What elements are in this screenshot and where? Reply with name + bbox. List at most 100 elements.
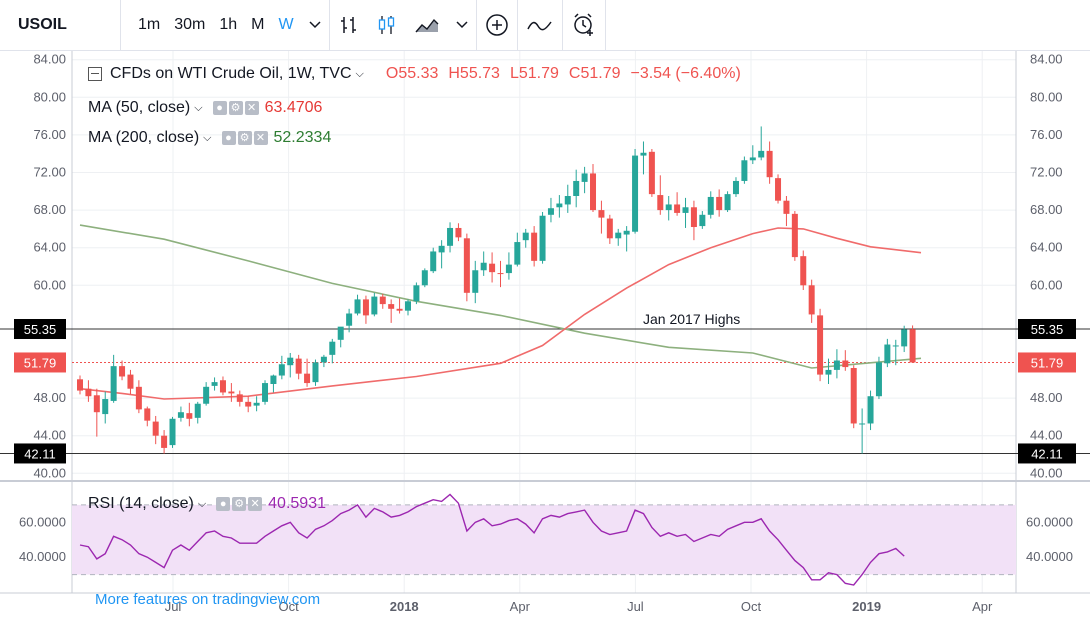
candle-body [859, 423, 866, 425]
candle-body [161, 435, 168, 448]
toolbar-divider [475, 0, 477, 50]
visibility-icon[interactable]: ● [221, 131, 236, 145]
settings-icon[interactable]: ⚙ [232, 497, 247, 511]
y-tick-label-right: 64.00 [1030, 240, 1063, 255]
candle-body [632, 155, 639, 232]
candle-body [110, 366, 117, 401]
symbol-label[interactable]: USOIL [18, 16, 67, 33]
ma50-legend: MA (50, close) ⌵ ● ⚙ ✕ 63.4706 [88, 99, 322, 117]
candle-body [203, 386, 210, 404]
level-badge-left [14, 443, 66, 464]
candle-body [623, 230, 630, 235]
high-value: H55.73 [448, 65, 500, 82]
candle-body [808, 285, 815, 315]
candle-body [732, 180, 739, 195]
chevron-down-icon[interactable] [301, 0, 329, 50]
collapse-icon[interactable] [88, 67, 102, 81]
candle-body [413, 285, 420, 302]
ma200-title[interactable]: MA (200, close) [88, 129, 200, 146]
chevron-down-icon[interactable]: ⌵ [197, 497, 207, 510]
candle-body [480, 262, 487, 271]
candle-body [842, 360, 849, 368]
candle-body [901, 329, 908, 347]
candle-body [396, 308, 403, 311]
x-tick-label: Jul [165, 599, 182, 614]
candle-body [875, 362, 882, 397]
series-title[interactable]: CFDs on WTI Crude Oil, 1W, TVC [110, 65, 352, 82]
candle-body [716, 196, 723, 211]
visibility-icon[interactable]: ● [212, 101, 227, 115]
candle-body [194, 403, 201, 418]
chevron-down-icon[interactable]: ⌵ [355, 67, 364, 80]
x-tick-label: Oct [278, 599, 299, 614]
chevron-down-icon[interactable]: ⌵ [194, 101, 203, 114]
add-compare-icon[interactable] [477, 0, 517, 50]
settings-icon[interactable]: ⚙ [237, 131, 252, 145]
candle-body [371, 296, 378, 315]
open-value: O55.33 [385, 65, 439, 82]
candle-body [388, 304, 395, 309]
candle-body [287, 357, 294, 366]
promo-link[interactable]: More features on tradingview.com [95, 591, 320, 608]
candle-body [665, 204, 672, 211]
indicators-icon[interactable] [518, 0, 562, 50]
promo-link-text[interactable]: More features on tradingview.com [95, 591, 321, 608]
rsi-value: 40.5931 [268, 495, 326, 512]
candle-body [295, 358, 302, 374]
candle-style-icon[interactable] [368, 0, 406, 50]
remove-icon[interactable]: ✕ [244, 101, 259, 115]
candle-body [648, 151, 655, 195]
candle-body [337, 326, 344, 340]
candle-body [783, 200, 790, 214]
candle-body [362, 299, 369, 316]
ma200-value: 52.2334 [273, 129, 332, 146]
change-value: −3.54 (−6.40%) [630, 65, 741, 82]
candle-body [253, 402, 260, 406]
candle-body [135, 386, 142, 410]
candle-body [867, 396, 874, 424]
remove-icon[interactable]: ✕ [248, 497, 263, 511]
candle-body [800, 256, 807, 286]
alert-icon[interactable] [563, 0, 605, 50]
y-tick-label-left: 72.00 [33, 165, 66, 180]
candle-body [169, 418, 176, 446]
interval-month-button[interactable]: M [251, 16, 265, 33]
candle-body [581, 173, 588, 182]
y-tick-label-right: 84.00 [1030, 52, 1063, 67]
candle-body [438, 245, 445, 253]
bar-style-icon[interactable] [330, 0, 368, 50]
candle-body [791, 213, 798, 258]
chart-canvas[interactable]: 84.00 84.00 80.00 80.00 76.00 76.00 72.00 72.00… [0, 51, 1090, 626]
toolbar-divider [604, 0, 606, 50]
visibility-icon[interactable]: ● [216, 497, 231, 511]
ma200-legend: MA (200, close) ⌵ ● ⚙ ✕ 52.2334 [88, 129, 331, 147]
y-tick-label-left: 68.00 [33, 202, 66, 217]
chevron-down-icon[interactable]: ⌵ [203, 131, 212, 144]
rsi-title[interactable]: RSI (14, close) [88, 495, 194, 512]
remove-icon[interactable]: ✕ [253, 131, 268, 145]
interval-week-button[interactable]: W [278, 16, 294, 33]
y-tick-label-left: 76.00 [33, 127, 66, 142]
candle-body [455, 227, 462, 238]
level-badge-right [1018, 319, 1076, 340]
candle-body [884, 344, 891, 364]
ma50-value: 63.4706 [264, 99, 323, 116]
candle-body [758, 150, 765, 158]
candle-body [497, 273, 504, 275]
chart-area[interactable]: 84.00 84.00 80.00 80.00 76.00 76.00 72.00 72.00… [0, 51, 1090, 626]
y-tick-label-right: 76.00 [1030, 127, 1063, 142]
candle-body [127, 374, 134, 389]
settings-icon[interactable]: ⚙ [228, 101, 243, 115]
interval-1m-button[interactable]: 1m [138, 16, 161, 33]
level-label-left: 55.35 [24, 322, 57, 337]
interval-30m-button[interactable]: 30m [174, 16, 206, 33]
interval-1h-button[interactable]: 1h [219, 16, 238, 33]
candle-body [270, 375, 277, 384]
ma50-title[interactable]: MA (50, close) [88, 99, 191, 116]
area-style-icon[interactable] [406, 0, 448, 50]
candle-body [320, 356, 327, 363]
candle-body [186, 413, 193, 419]
chevron-down-icon[interactable] [448, 0, 476, 50]
candle-body [682, 207, 689, 213]
rsi-legend: RSI (14, close) ⌵ ● ⚙ ✕ 40.5931 [88, 495, 326, 513]
